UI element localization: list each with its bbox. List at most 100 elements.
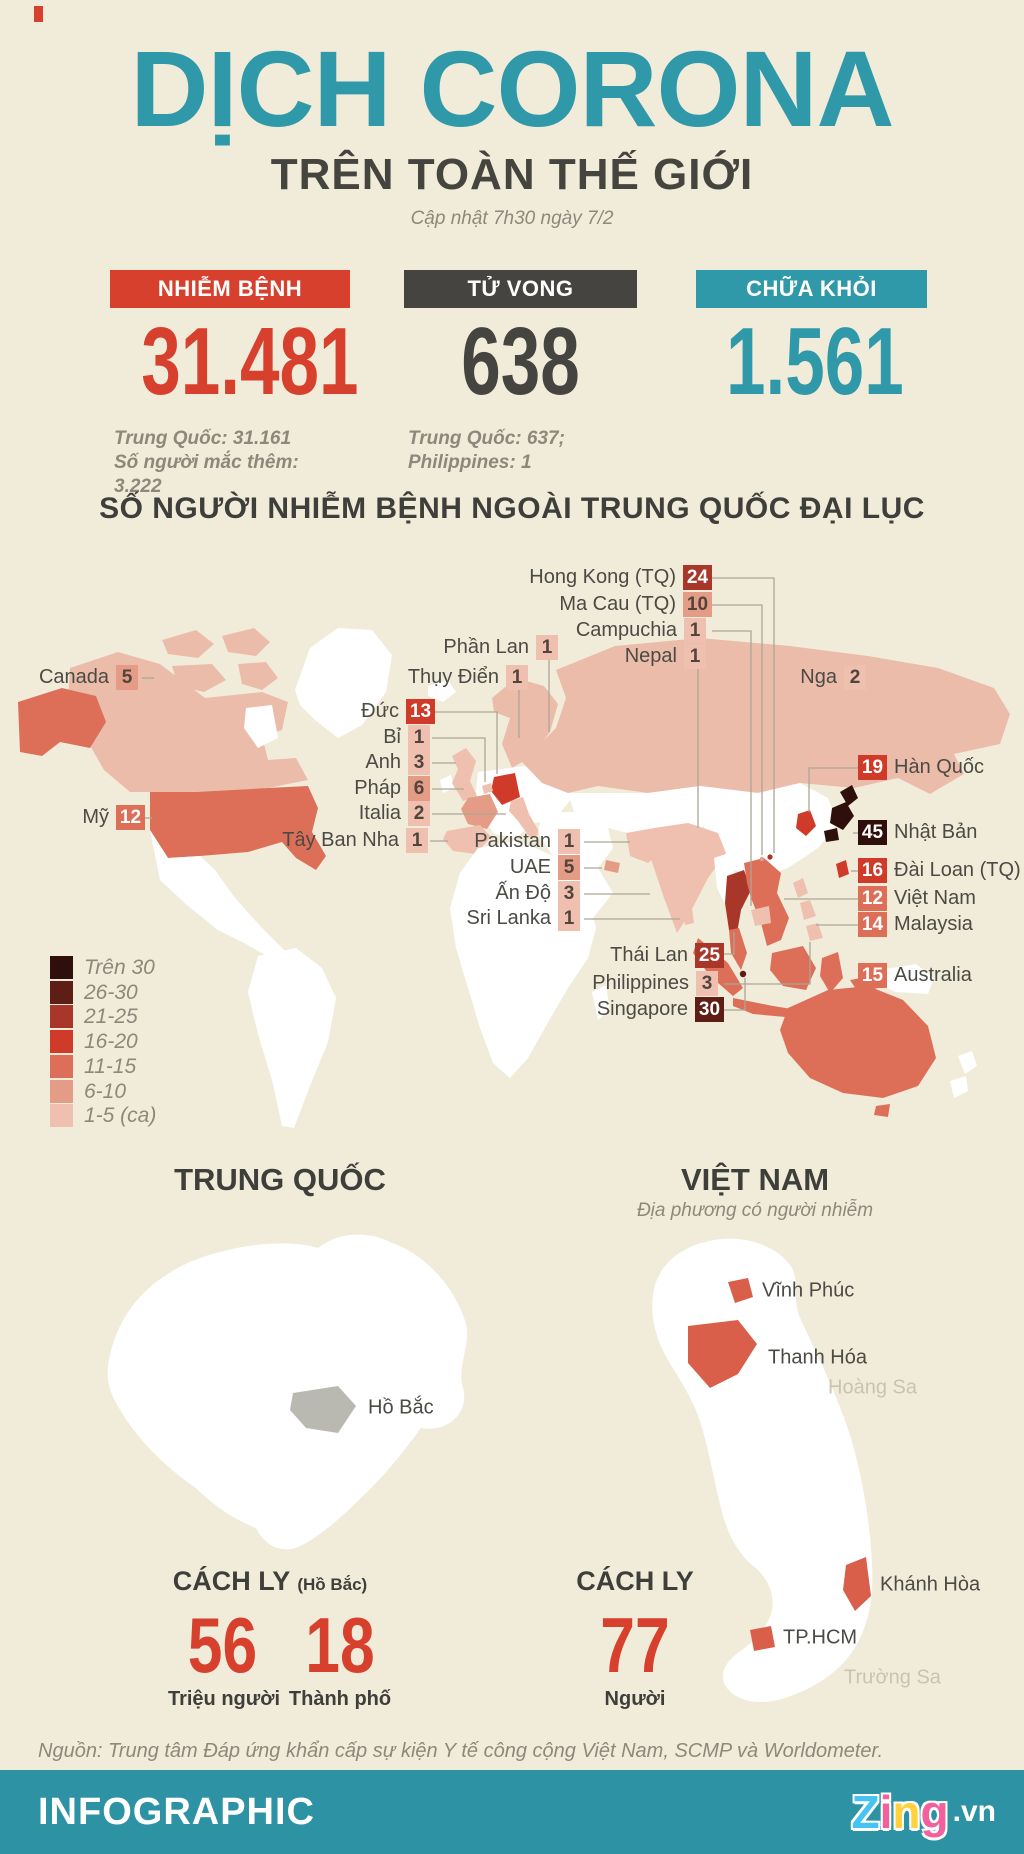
case-count-badge: 1 <box>406 828 428 853</box>
case-count-badge: 45 <box>858 820 887 845</box>
map-callout: Bỉ 1 <box>383 725 430 750</box>
map-callout: Nepal 1 <box>625 644 706 669</box>
region-label: Vĩnh Phúc <box>762 1279 855 1302</box>
map-callout: Pháp 6 <box>354 776 430 801</box>
legend-item: 1-5 (ca) <box>50 1104 156 1127</box>
uk-region <box>452 748 477 801</box>
legend-item: Trên 30 <box>50 956 155 979</box>
map-callout: Campuchia 1 <box>576 618 706 643</box>
case-count-badge: 1 <box>506 665 528 690</box>
stat-deaths-notes: Trung Quốc: 637; Philippines: 1 <box>404 427 637 475</box>
case-count-badge: 1 <box>558 829 580 854</box>
legend-swatch <box>50 1104 73 1127</box>
country-detail-maps <box>107 1234 873 1702</box>
case-count-badge: 1 <box>558 906 580 931</box>
stat-recovered-value: 1.561 <box>726 308 904 415</box>
legend-label: 1-5 (ca) <box>84 1103 157 1127</box>
map-callout: Canada 5 <box>39 665 138 690</box>
case-count-badge: 12 <box>858 886 887 911</box>
case-count-badge: 13 <box>406 699 435 724</box>
legend-label: 26-30 <box>84 980 138 1004</box>
map-callout: 14 Malaysia <box>858 912 973 937</box>
vinh-phuc-region <box>728 1278 753 1303</box>
island-clusters <box>803 1377 835 1683</box>
footer-bar: INFOGRAPHIC Zing .vn <box>0 1770 1024 1854</box>
country-label: Ấn Độ <box>495 882 551 904</box>
map-callout: Ấn Độ 3 <box>495 881 580 906</box>
legend-item: 6-10 <box>50 1080 126 1103</box>
country-label: Ma Cau (TQ) <box>559 593 676 615</box>
khanh-hoa-region <box>843 1557 871 1611</box>
legend-swatch <box>50 1080 73 1103</box>
country-label: Campuchia <box>575 619 677 641</box>
map-callout: Pakistan 1 <box>474 829 580 854</box>
map-callout: Mỹ 12 <box>82 805 145 830</box>
map-callout: Tây Ban Nha 1 <box>282 828 428 853</box>
country-label: Việt Nam <box>894 887 976 909</box>
country-label: Pháp <box>354 777 401 799</box>
case-count-badge: 5 <box>116 665 138 690</box>
vietnam-section-title: VIỆT NAM <box>680 1162 830 1197</box>
case-count-badge: 2 <box>844 665 866 690</box>
country-label: Tây Ban Nha <box>282 829 399 851</box>
china-quarantine-title: CÁCH LY (Hồ Bắc) <box>150 1566 390 1597</box>
china-map <box>107 1234 468 1550</box>
map-callout: Philippines 3 <box>592 971 718 996</box>
case-count-badge: 2 <box>408 801 430 826</box>
source-note: Nguồn: Trung tâm Đáp ứng khẩn cấp sự kiệ… <box>38 1740 884 1762</box>
case-count-badge: 15 <box>858 963 887 988</box>
legend-label: 6-10 <box>84 1079 127 1103</box>
china-quarantine-cities: 18 <box>305 1601 375 1689</box>
zing-logo-letter: g <box>920 1786 949 1838</box>
legend-swatch <box>50 956 73 979</box>
country-label: Sri Lanka <box>466 907 552 929</box>
map-callout: 45 Nhật Bản <box>858 820 977 845</box>
stat-infected-label: NHIỄM BỆNH <box>157 276 303 301</box>
france-region <box>461 794 498 829</box>
china-region <box>699 783 838 878</box>
country-label: Singapore <box>596 998 688 1020</box>
zing-logo-suffix: .vn <box>952 1795 996 1828</box>
legend-swatch <box>50 1030 73 1053</box>
zing-logo-letter: Z <box>851 1786 880 1838</box>
country-label: Phần Lan <box>443 636 529 658</box>
china-quarantine-people: 56 <box>187 1601 258 1689</box>
map-callout: 15 Australia <box>858 963 972 988</box>
vietnam-region <box>744 858 789 946</box>
case-count-badge: 1 <box>408 725 430 750</box>
china-quarantine-people-caption: Triệu người <box>167 1688 281 1710</box>
map-callout: Italia 2 <box>359 801 430 826</box>
map-callout: 19 Hàn Quốc <box>858 755 984 780</box>
map-callout: Ma Cau (TQ) 10 <box>559 592 712 617</box>
vietnam-map <box>652 1238 873 1702</box>
brand-label: INFOGRAPHIC <box>38 1791 315 1833</box>
usa-region <box>150 786 326 870</box>
china-quarantine-cities-caption: Thành phố <box>288 1688 392 1710</box>
germany-region <box>491 773 520 805</box>
stat-recovered: CHỮA KHỎI 1.561 <box>696 270 927 413</box>
map-callout: 16 Đài Loan (TQ) <box>858 858 1021 883</box>
case-count-badge: 1 <box>536 635 558 660</box>
region-label: Hồ Bắc <box>368 1396 434 1419</box>
case-count-badge: 12 <box>116 805 145 830</box>
case-count-badge: 1 <box>684 644 706 669</box>
malaysia-region <box>770 946 816 990</box>
stat-infected-box: NHIỄM BỆNH <box>110 270 350 308</box>
case-count-badge: 30 <box>695 997 724 1022</box>
country-label: Mỹ <box>82 806 109 828</box>
case-count-badge: 3 <box>558 881 580 906</box>
stat-note: Số người mắc thêm: 3.222 <box>114 451 299 497</box>
quarantine-label-suffix: (Hồ Bắc) <box>297 1575 368 1594</box>
thailand-region <box>725 870 751 933</box>
map-legend: Trên 30 26-30 21-25 16-20 11-15 6-10 1-5 (ca) <box>50 956 310 1141</box>
case-count-badge: 19 <box>858 755 887 780</box>
region-label: TP.HCM <box>783 1626 858 1649</box>
russia-region <box>522 638 1010 794</box>
stat-note: Trung Quốc: 637; <box>408 427 565 449</box>
legend-label: 16-20 <box>84 1029 138 1053</box>
legend-swatch <box>50 1005 73 1028</box>
vietnam-quarantine-people: 77 <box>600 1601 670 1689</box>
case-count-badge: 6 <box>408 776 430 801</box>
legend-label: 21-25 <box>84 1004 138 1028</box>
country-label: Italia <box>358 802 401 824</box>
